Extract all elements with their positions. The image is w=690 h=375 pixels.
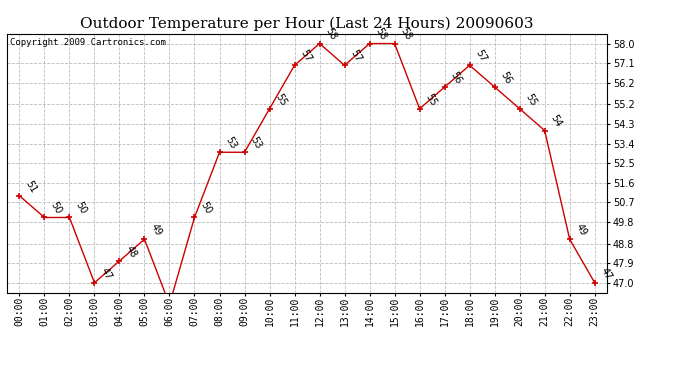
Text: 53: 53 bbox=[248, 135, 264, 151]
Text: 49: 49 bbox=[574, 222, 589, 238]
Text: 55: 55 bbox=[424, 92, 439, 107]
Text: 56: 56 bbox=[448, 70, 464, 86]
Text: 55: 55 bbox=[524, 92, 539, 107]
Text: 58: 58 bbox=[324, 26, 339, 42]
Text: 48: 48 bbox=[124, 244, 139, 260]
Title: Outdoor Temperature per Hour (Last 24 Hours) 20090603: Outdoor Temperature per Hour (Last 24 Ho… bbox=[80, 17, 534, 31]
Text: 53: 53 bbox=[224, 135, 239, 151]
Text: 57: 57 bbox=[299, 48, 314, 64]
Text: 56: 56 bbox=[499, 70, 513, 86]
Text: 54: 54 bbox=[549, 113, 564, 129]
Text: 47: 47 bbox=[599, 266, 613, 281]
Text: 50: 50 bbox=[199, 200, 213, 216]
Text: 58: 58 bbox=[374, 26, 388, 42]
Text: 47: 47 bbox=[99, 266, 113, 281]
Text: 58: 58 bbox=[399, 26, 413, 42]
Text: 55: 55 bbox=[274, 92, 288, 107]
Text: 57: 57 bbox=[348, 48, 364, 64]
Text: 46: 46 bbox=[0, 374, 1, 375]
Text: 51: 51 bbox=[23, 178, 39, 194]
Text: 50: 50 bbox=[48, 200, 63, 216]
Text: 50: 50 bbox=[74, 200, 88, 216]
Text: 49: 49 bbox=[148, 222, 164, 238]
Text: Copyright 2009 Cartronics.com: Copyright 2009 Cartronics.com bbox=[10, 38, 166, 46]
Text: 57: 57 bbox=[474, 48, 489, 64]
